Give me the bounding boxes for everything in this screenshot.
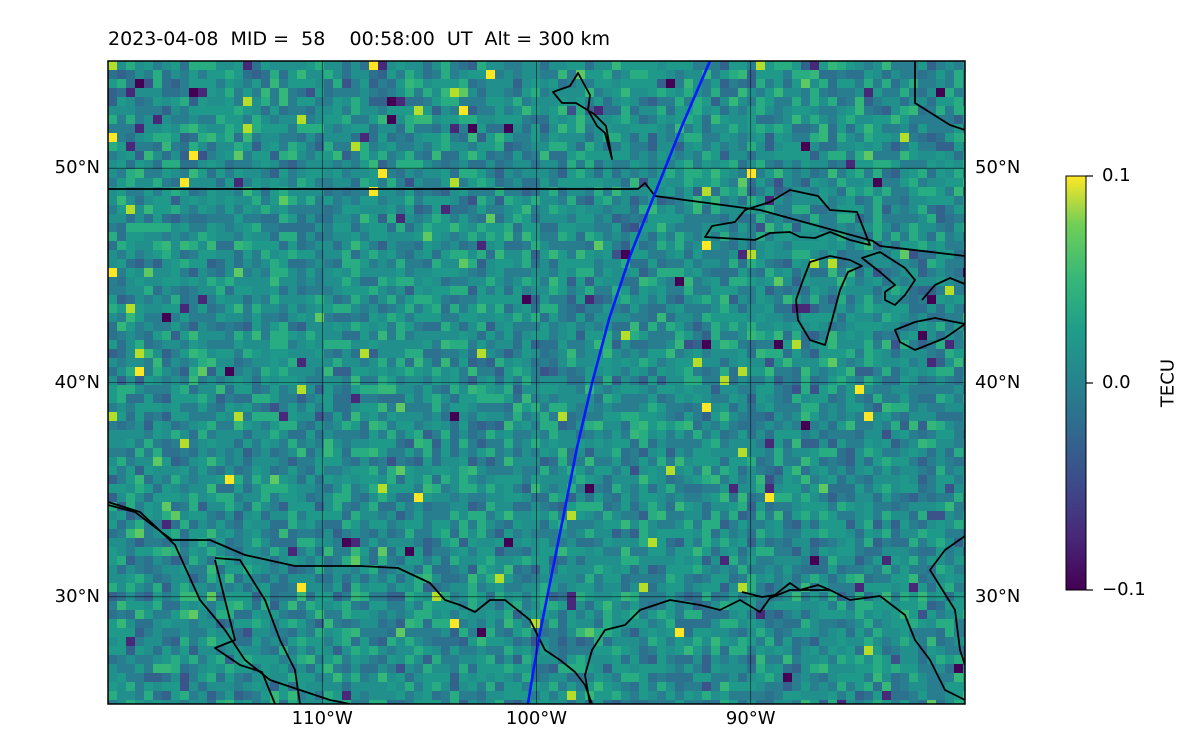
hudson-bay-coast [914,61,965,131]
lat-label-left: 30°N [54,585,100,607]
coastlines [108,61,965,704]
lat-label-right: 40°N [975,371,1021,393]
mexico-pacific-coast [108,501,351,704]
lon-label-bottom: 90°W [725,708,776,729]
lon-label-bottom: 110°W [291,708,353,729]
lake-michigan [795,255,863,346]
colorbar-tick-label: 0.0 [1102,372,1131,393]
tec-heatmap [108,61,965,704]
lat-label-left: 40°N [54,371,100,393]
us-canada-border [108,182,965,257]
gulf-of-california [214,557,301,704]
lat-label-left: 50°N [54,157,100,179]
lake-winnipeg [552,72,613,160]
lon-label-bottom: 100°W [505,708,568,729]
lake-superior [704,189,871,246]
gridlines [108,61,965,704]
map-frame [107,60,966,705]
colorbar-label: TECU [1157,358,1179,408]
lake-huron [861,251,916,306]
us-mexico-border [108,504,593,704]
lake-erie [894,317,965,351]
figure-title: 2023-04-08 MID = 58 00:58:00 UT Alt = 30… [108,28,611,50]
colorbar-tick-label: 0.1 [1102,165,1131,186]
gulf-coast [584,589,965,704]
lat-label-right: 30°N [975,585,1021,607]
lat-label-right: 50°N [975,157,1021,179]
lake-ontario [921,277,965,301]
colorbar-tick-label: −0.1 [1102,579,1146,600]
florida-atlantic-coast [929,535,965,666]
colorbar [1065,175,1093,591]
